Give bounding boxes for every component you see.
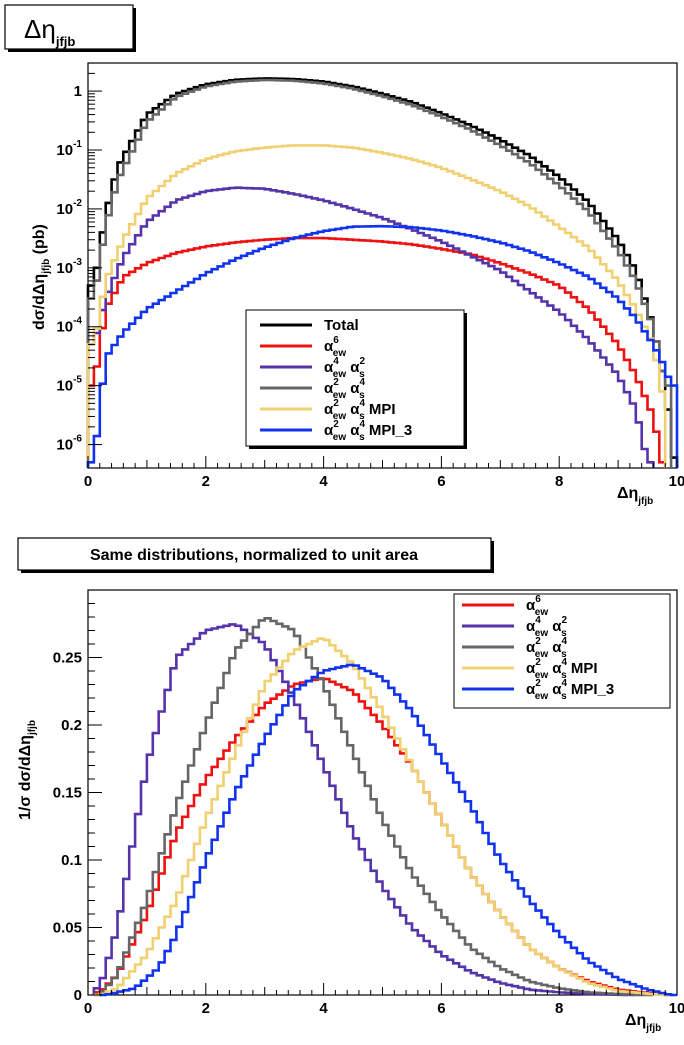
bottom-series-line-0 [92,677,672,997]
bottom-legend-label: α2 ew α4 s [526,636,568,660]
top-xtick-label: 8 [555,473,563,490]
bottom-title-box: Same distributions, normalized to unit a… [17,537,494,573]
bottom-ytick-label: 0.25 [53,650,82,667]
bottom-series-line-4 [99,663,677,997]
top-legend-label: α2 ew α4 s [324,377,366,401]
bottom-legend-entry-3: α2 ew α4 s MPI [462,657,598,681]
bottom-legend-label: α6 ew [526,594,548,618]
bottom-legend-label: α4 ew α2 s [526,615,568,639]
top-xtick-label: 2 [202,473,210,490]
bottom-legend-label: α2 ew α4 s MPI [526,657,598,681]
top-title-box: Δηjfjb [4,4,136,52]
top-legend-label: Total [324,317,359,334]
top-xlabel: Δηjfjb [617,485,653,507]
svg-text:Δηjfjb: Δηjfjb [24,14,75,49]
top-axes: 0 2 4 6 8 10 1 10-1 10-2 10-3 10-4 10-5 10-6 [56,62,684,490]
bottom-ylabel: 1/σ dσ/dΔηjfjb [17,720,38,820]
top-legend-label: α2 ew α4 s MPI_3 [324,419,412,443]
top-ytick-label: 10-3 [56,257,82,277]
svg-text:dσ/dΔηjfjb (pb): dσ/dΔηjfjb (pb) [31,224,52,330]
bottom-ytick-label: 0 [74,987,82,1004]
top-ytick-label: 10-5 [56,375,82,395]
top-legend-entry-5: α2 ew α4 s MPI_3 [260,419,412,443]
bottom-xtick-label: 8 [555,1000,563,1017]
bottom-legend-entry-0: α6 ew [462,594,548,618]
top-legend-entry-1: α6 ew [260,335,346,359]
bottom-ytick-label: 0.2 [61,717,82,734]
svg-text:1/σ dσ/dΔηjfjb: 1/σ dσ/dΔηjfjb [17,720,38,820]
top-series-line-4 [86,144,667,468]
top-legend-entry-2: α4 ew α2 s [260,356,366,380]
top-ytick-label: 1 [74,83,82,100]
bottom-xtick-label: 4 [319,1000,328,1017]
bottom-xlabel: Δηjfjb [625,1012,661,1034]
top-ytick-label: 10-6 [56,434,82,454]
top-xtick-label: 4 [319,473,328,490]
bottom-ytick-label: 0.15 [53,785,82,802]
top-legend-entry-4: α2 ew α4 s MPI [260,398,396,422]
bottom-xtick-label: 2 [202,1000,210,1017]
top-ytick-label: 10-4 [56,316,82,336]
top-series-line-0 [86,77,679,468]
bottom-xtick-label: 0 [84,1000,92,1017]
top-title-sub: jfjb [55,34,76,49]
bottom-ytick-label: 0.05 [53,920,82,937]
top-legend-label: α2 ew α4 s MPI [324,398,396,422]
top-ylabel: dσ/dΔηjfjb (pb) [31,224,52,330]
bottom-legend-entry-1: α4 ew α2 s [462,615,568,639]
top-title: Δη [24,14,56,44]
top-legend-label: α4 ew α2 s [324,356,366,380]
top-ytick-label: 10-2 [56,198,82,218]
bottom-legend-entry-4: α2 ew α4 s MPI_3 [462,678,614,702]
top-series-line-3 [86,78,673,468]
bottom-legend-entry-2: α2 ew α4 s [462,636,568,660]
top-xtick-label: 6 [437,473,445,490]
top-legend-entry-0: Total [260,317,359,334]
top-xtick-label: 10 [669,473,684,490]
top-xtick-label: 0 [84,473,92,490]
bottom-xtick-label: 6 [437,1000,445,1017]
top-legend-label: α6 ew [324,335,346,359]
bottom-series-line-3 [93,637,672,997]
bottom-title: Same distributions, normalized to unit a… [90,547,418,564]
bottom-xtick-label: 10 [669,1000,684,1017]
bottom-legend-label: α2 ew α4 s MPI_3 [526,678,614,702]
top-ytick-label: 10-1 [56,139,82,159]
bottom-ytick-label: 0.1 [61,852,82,869]
bottom-axes: 0 2 4 6 8 10 0 0.05 0.1 0.15 0.2 0.25 [53,603,684,1017]
top-series-group [86,77,679,468]
top-legend-entry-3: α2 ew α4 s [260,377,366,401]
top-series-line-2 [86,186,655,468]
top-series-line-5 [86,224,679,468]
top-series-line-1 [86,236,667,468]
